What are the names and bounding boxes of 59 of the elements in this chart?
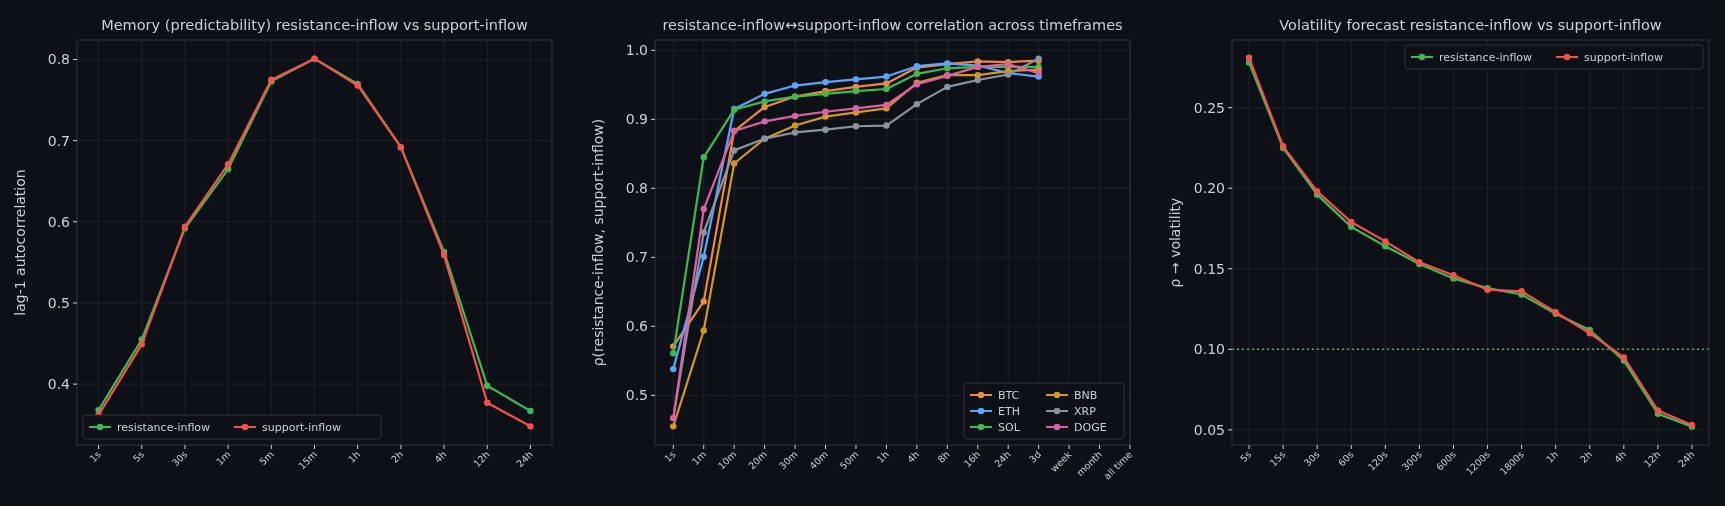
y-tick-label: 0.4	[47, 376, 71, 393]
legend-label: XRP	[1074, 405, 1097, 418]
legend-label: ETH	[998, 405, 1020, 418]
x-tick-label: 1m	[213, 448, 233, 468]
y-tick-label: 0.05	[1193, 421, 1225, 438]
x-tick-label: 5s	[1237, 448, 1254, 465]
x-tick-label: 1h	[345, 448, 363, 465]
x-tick-label: 1m	[689, 448, 709, 468]
y-tick-label: 1.0	[625, 42, 648, 59]
chart-title: Volatility forecast resistance-inflow vs support-inflow	[1279, 17, 1662, 33]
y-tick-label: 0.8	[625, 180, 648, 197]
legend-label: BTC	[998, 389, 1020, 402]
x-tick-label: 60s	[1335, 448, 1356, 469]
x-tick-label: 4h	[432, 448, 449, 465]
x-tick-label: 8h	[935, 448, 952, 465]
legend-label: DOGE	[1074, 421, 1107, 434]
x-tick-label: 3d	[1026, 448, 1044, 465]
x-tick-label: 1s	[87, 448, 104, 465]
x-tick-label: 16h	[961, 448, 983, 470]
y-tick-label: 0.8	[47, 51, 70, 68]
x-tick-label: 30s	[169, 448, 190, 469]
x-tick-label: 12h	[1641, 448, 1663, 470]
x-tick-label: 5s	[130, 448, 147, 465]
x-tick-label: 12h	[471, 448, 492, 470]
x-tick-label: 1s	[662, 448, 678, 465]
legend-label: SOL	[998, 421, 1021, 434]
y-tick-label: 0.5	[625, 387, 648, 404]
y-tick-label: 0.10	[1193, 341, 1225, 358]
x-tick-label: 24h	[992, 448, 1013, 470]
x-tick-label: 4h	[904, 448, 922, 465]
y-axis-title: ρ(resistance-inflow, support-inflow)	[590, 118, 606, 367]
chart-title: resistance-inflow↔support-inflow correlation across timeframes	[662, 17, 1123, 33]
x-tick-label: 2h	[1577, 448, 1595, 465]
y-tick-label: 0.6	[625, 318, 649, 335]
x-tick-label: 4h	[1611, 448, 1629, 465]
legend-label: BNB	[1074, 389, 1098, 402]
y-tick-label: 0.5	[47, 294, 70, 311]
legend-label: support-inflow	[1584, 51, 1663, 64]
x-tick-label: 5m	[257, 448, 276, 468]
legend-label: resistance-inflow	[1439, 51, 1533, 64]
y-axis-title: lag-1 autocorrelation	[12, 169, 28, 316]
y-tick-label: 0.25	[1193, 99, 1225, 116]
x-tick-label: 24h	[514, 448, 535, 470]
x-tick-label: 1h	[1543, 448, 1561, 465]
y-tick-label: 0.20	[1193, 180, 1225, 197]
legend-label: resistance-inflow	[117, 421, 211, 434]
legend-label: support-inflow	[262, 421, 341, 434]
x-tick-label: 2h	[388, 448, 406, 465]
y-tick-label: 0.7	[47, 132, 70, 149]
x-tick-label: 30s	[1301, 448, 1322, 469]
chart-title: Memory (predictability) resistance-inflow vs support-inflow	[101, 17, 528, 33]
y-tick-label: 0.6	[47, 213, 71, 230]
x-tick-label: 1h	[874, 448, 891, 465]
x-tick-label: 24h	[1675, 448, 1697, 470]
x-tick-label: 15s	[1267, 448, 1288, 469]
y-tick-label: 0.7	[625, 249, 648, 266]
y-axis-title: ρ → volatility	[1167, 197, 1183, 288]
y-tick-label: 0.9	[625, 111, 648, 128]
y-tick-label: 0.15	[1193, 260, 1225, 277]
